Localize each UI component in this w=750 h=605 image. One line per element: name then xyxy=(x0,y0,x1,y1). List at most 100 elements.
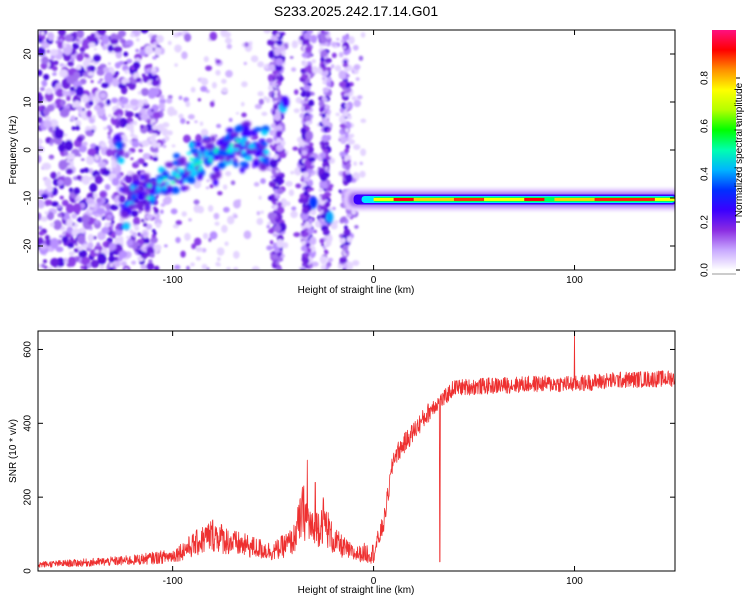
noise-speckle xyxy=(267,39,274,46)
noise-speckle xyxy=(155,34,164,44)
noise-speckle xyxy=(202,232,209,240)
noise-speckle xyxy=(156,85,161,89)
noise-speckle xyxy=(310,34,318,44)
noise-speckle xyxy=(304,64,313,73)
noise-speckle xyxy=(116,101,120,106)
noise-speckle xyxy=(76,30,85,39)
noise-speckle xyxy=(322,87,330,93)
noise-speckle xyxy=(276,238,284,249)
noise-speckle xyxy=(328,184,334,188)
noise-speckle-group xyxy=(38,30,367,270)
noise-speckle xyxy=(78,249,88,258)
noise-speckle xyxy=(82,72,88,77)
noise-speckle xyxy=(146,262,155,270)
noise-speckle xyxy=(224,37,232,44)
diffuse-track-speck xyxy=(190,148,199,154)
noise-speckle xyxy=(142,231,148,237)
noise-speckle xyxy=(276,206,285,214)
noise-speckle xyxy=(345,173,353,183)
noise-speckle xyxy=(148,136,156,143)
noise-speckle xyxy=(72,203,82,214)
noise-speckle xyxy=(237,199,242,203)
noise-speckle xyxy=(150,87,160,97)
noise-speckle xyxy=(304,115,312,122)
diffuse-track-speck xyxy=(136,195,145,202)
noise-speckle xyxy=(47,266,53,270)
diffuse-track-speck xyxy=(262,157,268,165)
diffuse-track-speck xyxy=(263,148,269,156)
noise-speckle xyxy=(207,205,214,213)
noise-speckle xyxy=(193,199,200,205)
diffuse-track-speck xyxy=(143,173,151,178)
noise-speckle xyxy=(355,77,360,81)
noise-speckle xyxy=(276,75,280,81)
noise-speckle xyxy=(184,232,191,241)
noise-speckle xyxy=(88,168,94,174)
noise-speckle xyxy=(305,130,314,141)
snr-panel: -100 0 100 0 200 400 600 Height of straight l… xyxy=(8,330,676,596)
noise-speckle xyxy=(225,171,232,177)
noise-speckle xyxy=(88,100,94,106)
noise-speckle xyxy=(211,81,217,89)
noise-speckle xyxy=(301,150,308,156)
noise-speckle xyxy=(162,122,170,128)
noise-speckle xyxy=(268,227,275,234)
noise-speckle xyxy=(140,30,149,34)
noise-speckle xyxy=(318,188,324,193)
noise-speckle xyxy=(306,106,311,110)
noise-speckle xyxy=(334,220,339,224)
noise-speckle xyxy=(340,102,347,110)
noise-speckle xyxy=(215,69,221,76)
noise-speckle xyxy=(38,199,45,209)
noise-speckle xyxy=(304,222,311,229)
colorbar-tick-label: 0.4 xyxy=(700,167,711,181)
noise-speckle xyxy=(58,69,69,78)
noise-speckle xyxy=(43,120,52,129)
noise-speckle xyxy=(275,130,282,138)
noise-speckle xyxy=(109,251,114,257)
noise-speckle xyxy=(82,243,88,250)
noise-speckle xyxy=(152,156,159,162)
noise-speckle xyxy=(44,211,49,215)
noise-speckle xyxy=(93,104,101,111)
noise-speckle xyxy=(124,138,129,143)
noise-speckle xyxy=(87,148,97,157)
noise-speckle xyxy=(226,43,232,50)
noise-speckle xyxy=(49,156,53,160)
noise-speckle xyxy=(353,64,361,71)
noise-speckle xyxy=(82,60,90,68)
diffuse-track-speck xyxy=(205,142,215,151)
noise-speckle xyxy=(151,124,158,131)
noise-speckle xyxy=(99,263,105,270)
diffuse-track-speck xyxy=(210,135,216,143)
noise-speckle xyxy=(124,69,129,74)
noise-speckle xyxy=(166,130,173,136)
noise-speckle xyxy=(303,85,311,92)
diffuse-track-speck xyxy=(217,161,227,169)
noise-speckle xyxy=(129,121,134,125)
diffuse-track-speck xyxy=(261,129,268,136)
noise-speckle xyxy=(322,229,330,236)
noise-speckle xyxy=(327,186,333,192)
noise-speckle xyxy=(96,207,106,215)
noise-speckle xyxy=(61,235,69,244)
noise-speckle xyxy=(119,217,125,223)
noise-speckle xyxy=(330,64,335,69)
diffuse-track-core xyxy=(241,150,246,154)
diffuse-track-core xyxy=(229,143,234,147)
noise-speckle xyxy=(55,88,65,98)
diffuse-track-speck xyxy=(127,203,136,210)
noise-speckle xyxy=(79,168,86,174)
carrier-core-segment xyxy=(524,197,545,201)
noise-speckle xyxy=(140,124,144,129)
noise-speckle xyxy=(101,82,110,89)
noise-speckle xyxy=(129,98,139,106)
noise-speckle xyxy=(135,224,139,229)
noise-speckle xyxy=(38,69,43,77)
noise-speckle xyxy=(223,206,230,213)
noise-speckle xyxy=(140,264,148,270)
noise-speckle xyxy=(46,185,54,193)
noise-speckle xyxy=(99,92,107,99)
noise-speckle xyxy=(304,46,312,53)
noise-speckle xyxy=(125,82,130,87)
